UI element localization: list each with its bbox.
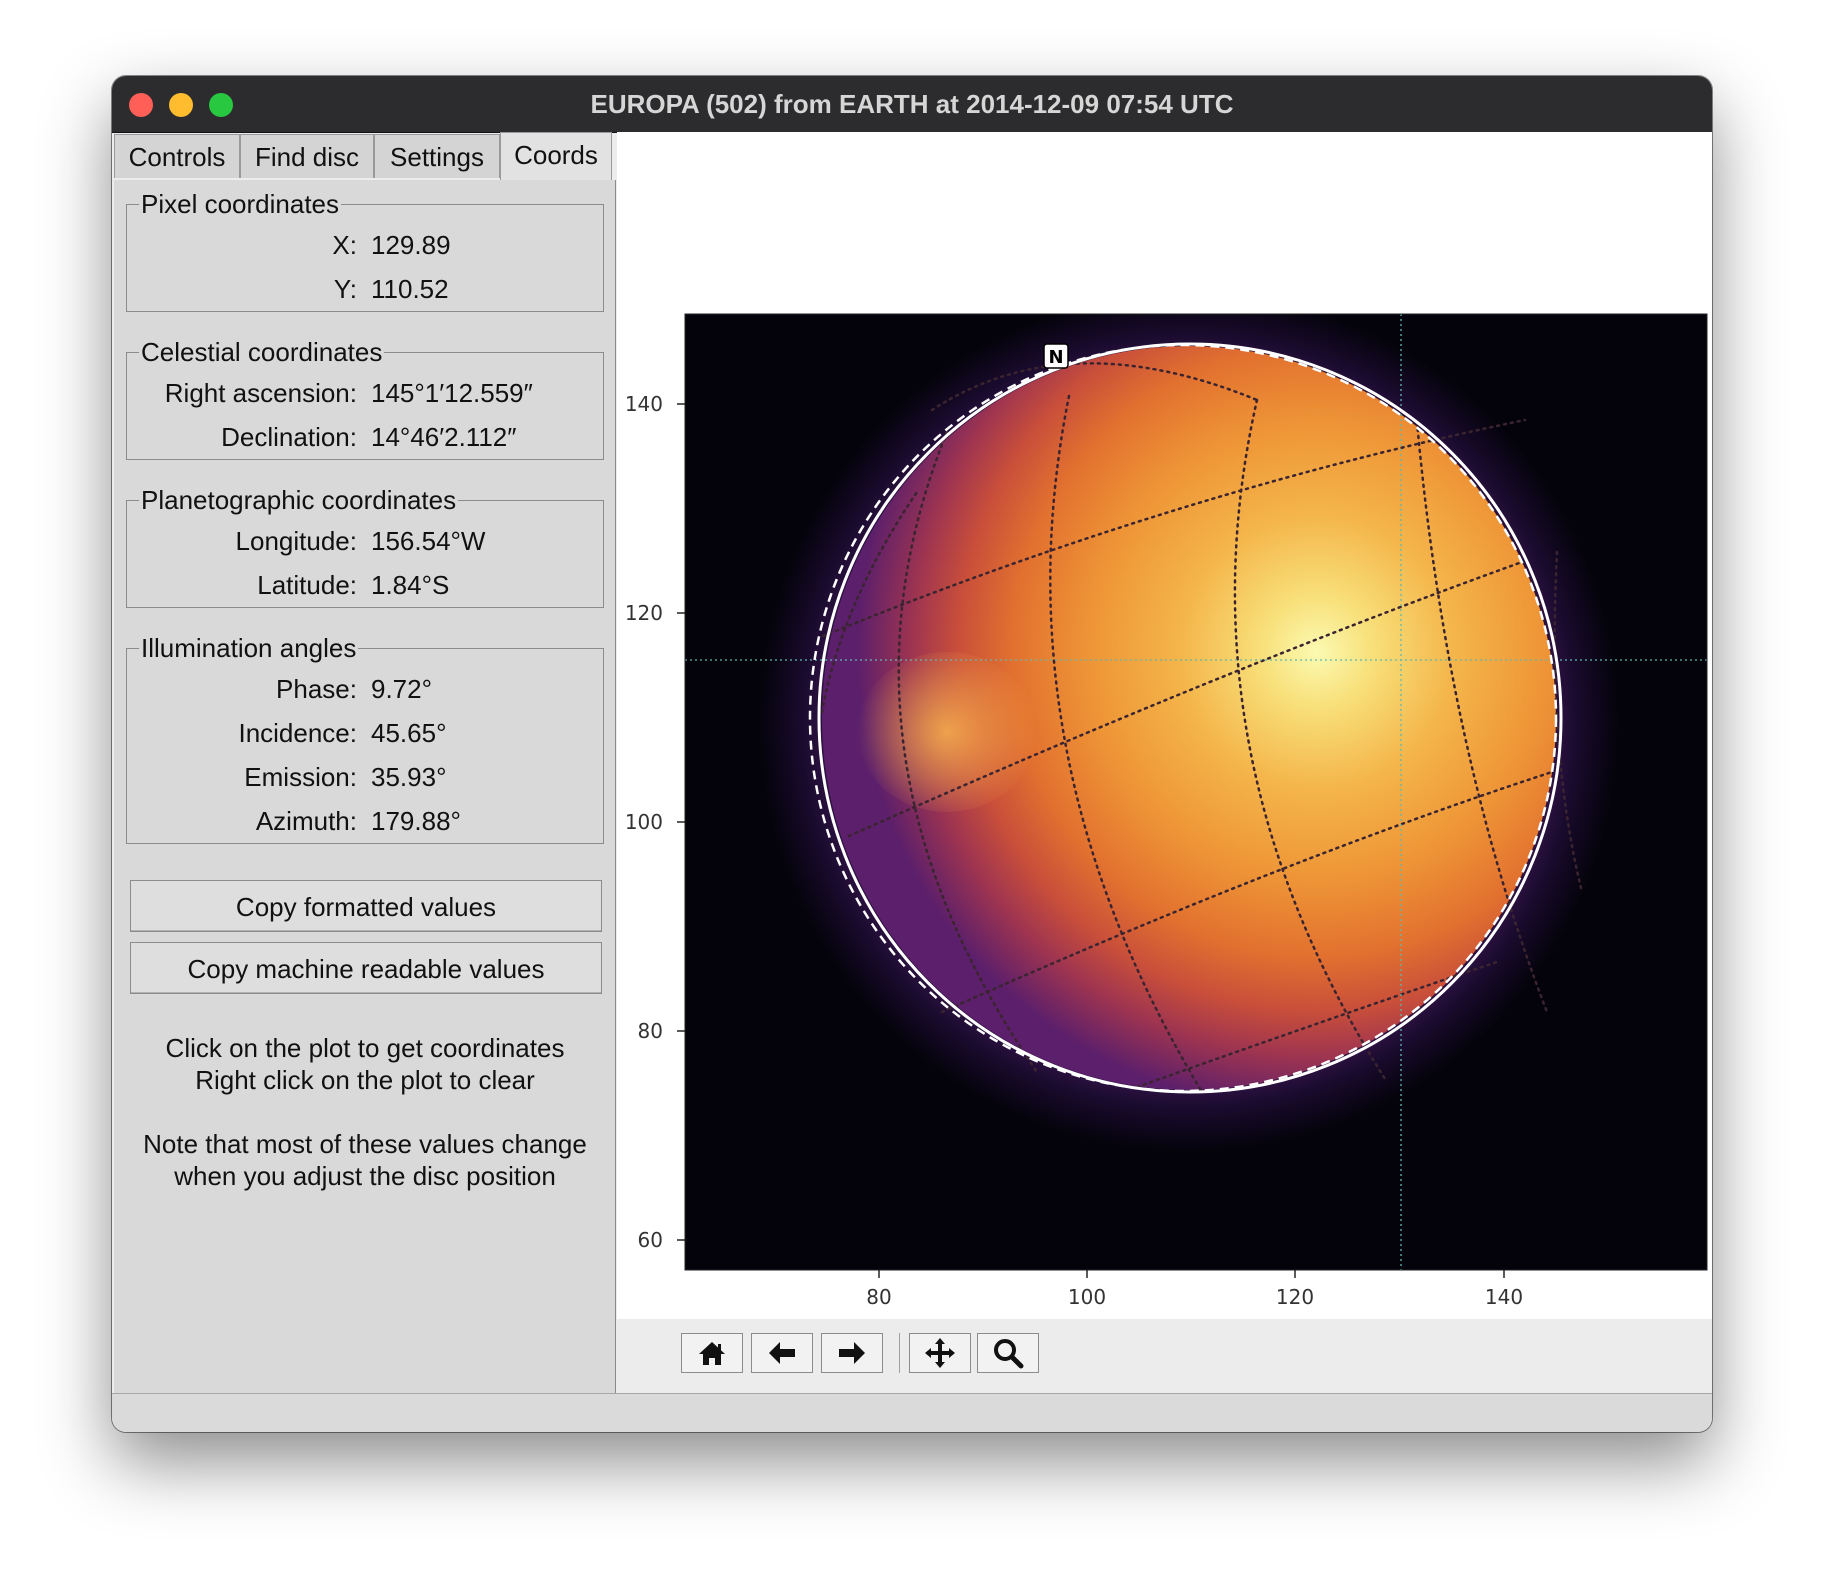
forward-arrow-icon xyxy=(839,1342,865,1364)
grid-line xyxy=(1049,394,1204,1094)
title-bar: EUROPA (502) from EARTH at 2014-12-09 07… xyxy=(112,76,1712,133)
zoom-button[interactable] xyxy=(977,1333,1039,1373)
pixel-coordinates-group: Pixel coordinates X: 129.89 Y: 110.52 xyxy=(126,189,604,312)
row-value: 156.54°W xyxy=(371,526,486,556)
longitude-row: Longitude: 156.54°W xyxy=(127,519,603,563)
x-tick-label: 120 xyxy=(1276,1285,1314,1309)
grid-line xyxy=(1415,420,1549,1014)
celestial-coordinates-group: Celestial coordinates Right ascension: 1… xyxy=(126,337,604,460)
row-label: Longitude: xyxy=(235,526,357,556)
latitude-row: Latitude: 1.84°S xyxy=(127,563,603,607)
y-tick-label: 80 xyxy=(638,1019,663,1043)
copy-formatted-values-button[interactable]: Copy formatted values xyxy=(130,880,602,932)
plot-area[interactable]: N 140 120 100 80 60 xyxy=(617,132,1712,1319)
tab-settings[interactable]: Settings xyxy=(374,134,500,178)
row-label: X: xyxy=(332,230,357,260)
row-label: Y: xyxy=(333,274,357,304)
forward-button[interactable] xyxy=(821,1333,883,1373)
row-value: 35.93° xyxy=(371,762,447,792)
close-window-button[interactable] xyxy=(129,93,153,117)
north-marker-label: N xyxy=(1048,347,1063,368)
group-title: Celestial coordinates xyxy=(139,337,385,367)
tab-coords[interactable]: Coords xyxy=(500,132,612,180)
y-tick-label: 100 xyxy=(625,810,663,834)
declination-row: Declination: 14°46′2.112″ xyxy=(127,415,603,459)
copy-machine-readable-values-button[interactable]: Copy machine readable values xyxy=(130,942,602,994)
row-value: 145°1′12.559″ xyxy=(371,378,533,408)
row-value: 14°46′2.112″ xyxy=(371,422,517,452)
app-window: EUROPA (502) from EARTH at 2014-12-09 07… xyxy=(112,76,1712,1432)
grid-line xyxy=(897,430,1039,1074)
y-tick-marks xyxy=(677,403,685,1241)
pixel-x-row: X: 129.89 xyxy=(127,223,603,267)
grid-line xyxy=(820,490,919,714)
row-label: Incidence: xyxy=(238,718,357,748)
emission-row: Emission: 35.93° xyxy=(127,755,603,799)
status-bar xyxy=(112,1393,1712,1432)
back-arrow-icon xyxy=(769,1342,795,1364)
group-title: Illumination angles xyxy=(139,633,359,663)
planet-disc-image xyxy=(822,346,1556,1090)
grid-line xyxy=(1233,398,1389,1084)
home-button[interactable] xyxy=(681,1333,743,1373)
note-text-line2: when you adjust the disc position xyxy=(174,1161,556,1191)
plot-figure[interactable]: N 140 120 100 80 60 xyxy=(617,132,1712,1319)
terminator-outline xyxy=(808,343,1558,1093)
pan-button[interactable] xyxy=(909,1333,971,1373)
y-tick-label: 120 xyxy=(625,601,663,625)
axes-frame xyxy=(684,313,1708,1271)
azimuth-row: Azimuth: 179.88° xyxy=(127,799,603,843)
row-value: 179.88° xyxy=(371,806,461,836)
tab-controls[interactable]: Controls xyxy=(114,134,240,178)
grid-line xyxy=(1553,550,1584,894)
plot-navigation-toolbar xyxy=(617,1319,1712,1393)
right-click-hint-text: Right click on the plot to clear xyxy=(195,1065,535,1095)
tab-find-disc[interactable]: Find disc xyxy=(240,134,374,178)
y-tick-label: 140 xyxy=(625,392,663,416)
coords-panel: Pixel coordinates X: 129.89 Y: 110.52 Ce… xyxy=(114,180,616,1432)
y-tick-label: 60 xyxy=(638,1228,663,1252)
x-tick-label: 140 xyxy=(1485,1285,1523,1309)
row-label: Right ascension: xyxy=(164,378,357,408)
x-tick-label: 100 xyxy=(1068,1285,1106,1309)
north-marker xyxy=(1043,343,1069,369)
minimize-window-button[interactable] xyxy=(169,93,193,117)
home-icon xyxy=(699,1342,725,1365)
pixel-y-row: Y: 110.52 xyxy=(127,267,603,311)
row-label: Latitude: xyxy=(257,570,357,600)
maximize-window-button[interactable] xyxy=(209,93,233,117)
row-label: Phase: xyxy=(276,674,357,704)
grid-line xyxy=(930,362,1259,412)
illumination-angles-group: Illumination angles Phase: 9.72° Inciden… xyxy=(126,633,604,844)
incidence-row: Incidence: 45.65° xyxy=(127,711,603,755)
phase-row: Phase: 9.72° xyxy=(127,667,603,711)
row-value: 1.84°S xyxy=(371,570,450,600)
row-label: Declination: xyxy=(221,422,357,452)
x-tick-label: 80 xyxy=(866,1285,891,1309)
row-value: 110.52 xyxy=(371,274,449,304)
note-text-line1: Note that most of these values change xyxy=(143,1129,587,1159)
window-title: EUROPA (502) from EARTH at 2014-12-09 07… xyxy=(590,89,1234,119)
grid-line xyxy=(847,560,1524,838)
bright-patch xyxy=(857,652,1037,812)
planetographic-coordinates-group: Planetographic coordinates Longitude: 15… xyxy=(126,485,604,608)
group-title: Pixel coordinates xyxy=(139,189,341,219)
group-title: Planetographic coordinates xyxy=(139,485,459,515)
row-label: Emission: xyxy=(244,762,357,792)
row-label: Azimuth: xyxy=(255,806,357,836)
row-value: 9.72° xyxy=(371,674,433,704)
pan-icon xyxy=(925,1338,955,1368)
row-value: 45.65° xyxy=(371,718,447,748)
x-tick-marks xyxy=(878,1270,1505,1278)
zoom-icon xyxy=(994,1339,1024,1369)
right-ascension-row: Right ascension: 145°1′12.559″ xyxy=(127,371,603,415)
row-value: 129.89 xyxy=(371,230,451,260)
toolbar-separator xyxy=(899,1333,900,1373)
back-button[interactable] xyxy=(751,1333,813,1373)
click-hint-text: Click on the plot to get coordinates xyxy=(165,1033,565,1063)
